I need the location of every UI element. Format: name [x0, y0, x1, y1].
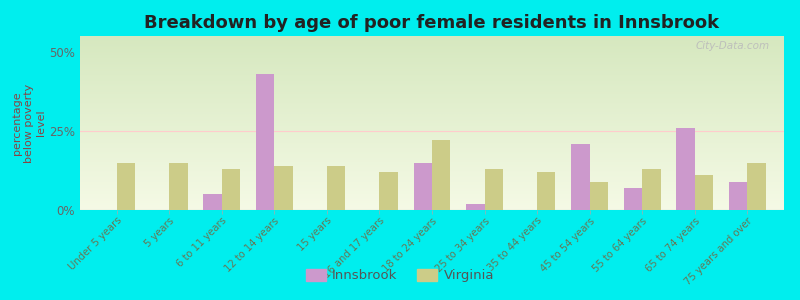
Bar	[414, 163, 432, 210]
Legend: Innsbrook, Virginia: Innsbrook, Virginia	[301, 263, 499, 287]
Bar	[676, 128, 694, 210]
Bar	[590, 182, 608, 210]
Bar	[117, 163, 135, 210]
Bar	[466, 204, 485, 210]
Bar	[222, 169, 240, 210]
Bar	[203, 194, 222, 210]
Y-axis label: percentage
below poverty
level: percentage below poverty level	[11, 83, 46, 163]
Title: Breakdown by age of poor female residents in Innsbrook: Breakdown by age of poor female resident…	[145, 14, 719, 32]
Bar	[432, 140, 450, 210]
Bar	[624, 188, 642, 210]
Bar	[327, 166, 346, 210]
Bar	[729, 182, 747, 210]
Bar	[694, 175, 713, 210]
Bar	[256, 74, 274, 210]
Bar	[274, 166, 293, 210]
Bar	[170, 163, 188, 210]
Bar	[642, 169, 661, 210]
Bar	[379, 172, 398, 210]
Bar	[747, 163, 766, 210]
Bar	[537, 172, 555, 210]
Bar	[485, 169, 503, 210]
Bar	[571, 144, 590, 210]
Text: City-Data.com: City-Data.com	[696, 41, 770, 51]
